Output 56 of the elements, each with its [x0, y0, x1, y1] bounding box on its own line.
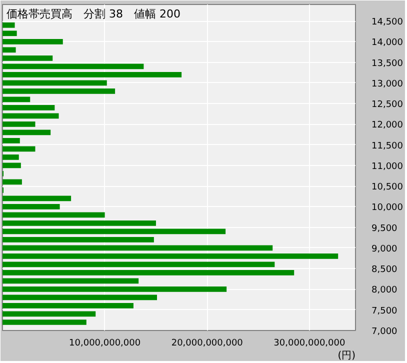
bar [2, 228, 226, 234]
bar [2, 311, 96, 317]
bar [2, 22, 15, 28]
bar [2, 64, 144, 70]
y-tick-label: 14,000 [372, 38, 404, 48]
y-tick-label: 9,000 [372, 244, 398, 254]
bar [2, 113, 59, 119]
bar [2, 204, 60, 210]
bar [2, 286, 227, 292]
bar [2, 121, 36, 127]
y-tick-label: 10,500 [372, 182, 404, 193]
y-tick-label: 11,000 [372, 162, 404, 172]
y-tick-label: 9,500 [372, 224, 398, 234]
bar [2, 72, 182, 78]
x-axis-title: (円) [338, 350, 356, 362]
y-tick-label: 13,500 [372, 58, 404, 69]
bar [2, 154, 19, 160]
bar [2, 88, 116, 94]
y-tick-label: 8,000 [372, 286, 398, 296]
bar [2, 130, 51, 136]
bar [2, 254, 338, 259]
bar [2, 162, 21, 168]
bar [2, 220, 156, 226]
bar [2, 237, 154, 242]
bar [2, 47, 16, 53]
bar [2, 294, 157, 300]
x-tick-label: 20,000,000,000 [171, 338, 244, 348]
bar [2, 80, 107, 86]
bar [2, 270, 294, 276]
bar [2, 30, 17, 36]
bar [2, 196, 72, 202]
y-tick-label: 8,500 [372, 265, 398, 276]
bar [2, 320, 86, 325]
chart-title: 価格帯売買高 分割 38 値幅 200 [6, 8, 180, 20]
y-tick-label: 12,500 [372, 100, 404, 110]
bar [2, 303, 134, 308]
y-tick-label: 10,000 [372, 203, 404, 214]
bar [2, 179, 22, 185]
y-tick-label: 7,500 [372, 306, 398, 316]
bar [2, 278, 139, 284]
y-tick-label: 13,000 [372, 79, 404, 90]
bar [2, 138, 20, 144]
bar [2, 55, 53, 61]
bar [2, 245, 273, 251]
y-tick-label: 11,500 [372, 141, 404, 152]
x-tick-label: 30,000,000,000 [274, 338, 346, 348]
bar [2, 262, 275, 268]
bar [2, 96, 30, 102]
x-tick-label: 10,000,000,000 [69, 338, 141, 348]
bar [2, 212, 105, 218]
bar [2, 38, 63, 44]
bar [2, 146, 36, 152]
bar [2, 104, 55, 110]
y-tick-label: 7,000 [372, 327, 398, 337]
y-tick-label: 12,000 [372, 120, 404, 131]
y-tick-label: 14,500 [372, 18, 404, 28]
